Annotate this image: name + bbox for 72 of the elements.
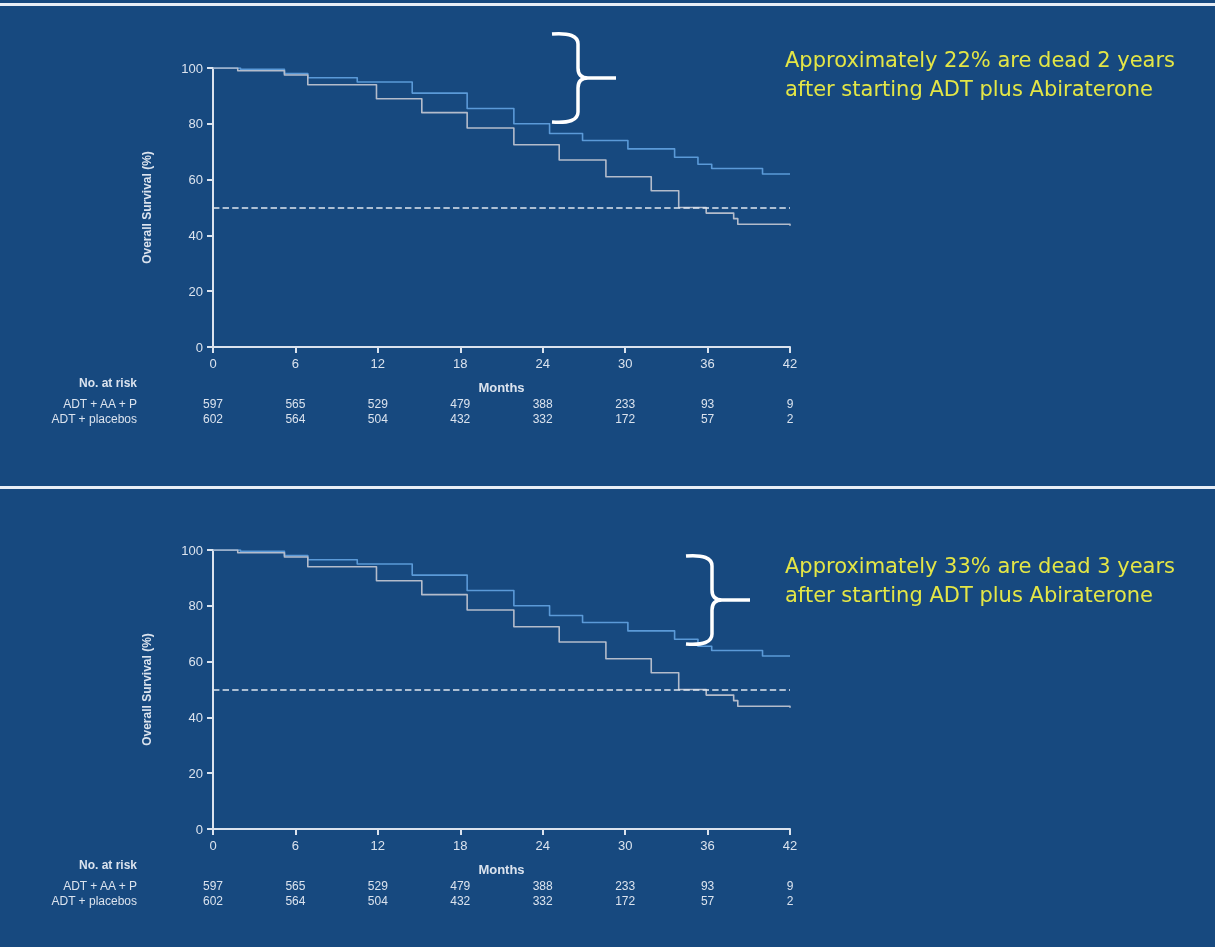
text: 2 [786, 412, 794, 426]
text: 2 [786, 894, 794, 908]
x-tick-label: 6 [291, 838, 300, 853]
text: 388 [532, 879, 553, 893]
text: 388 [532, 397, 553, 411]
x-axis-title: Months [478, 862, 525, 877]
text: 332 [532, 894, 553, 908]
x-tick-label: 30 [617, 838, 633, 853]
x-tick-label: 0 [209, 356, 217, 371]
y-axis-title: Overall Survival (%) [140, 151, 154, 264]
x-tick-label: 12 [370, 356, 386, 371]
y-tick-label: 20 [188, 283, 203, 299]
text: 602 [202, 894, 224, 908]
text: ADT + placebos [51, 894, 137, 908]
x-tick-label: 42 [782, 356, 798, 371]
x-tick-label: 0 [209, 838, 217, 853]
text: No. at risk [78, 858, 137, 872]
text: 233 [615, 397, 636, 411]
y-tick-label: 60 [188, 654, 203, 670]
text: 602 [202, 412, 224, 426]
text: 597 [202, 397, 224, 411]
text: 9 [786, 397, 794, 411]
text: 332 [532, 412, 553, 426]
y-tick-label: 60 [188, 172, 203, 188]
annotation: Approximately 33% are dead 3 years after starting ADT plus Abiraterone [785, 553, 1177, 609]
text: 529 [367, 397, 388, 411]
x-tick-label: 36 [700, 356, 715, 371]
text: 93 [700, 879, 715, 893]
x-tick-label: 42 [782, 838, 798, 853]
text: 597 [202, 879, 224, 893]
x-tick-label: 18 [453, 838, 468, 853]
x-tick-label: 12 [370, 838, 386, 853]
y-tick-label: 0 [195, 339, 203, 355]
text: 57 [700, 894, 715, 908]
text: 504 [367, 894, 388, 908]
text: ADT + placebos [51, 412, 137, 426]
text: 432 [450, 412, 471, 426]
text: 565 [285, 397, 306, 411]
text: 172 [615, 412, 636, 426]
x-tick-label: 24 [535, 356, 550, 371]
text: 9 [786, 879, 794, 893]
text: 564 [285, 894, 306, 908]
x-tick-label: 30 [617, 356, 633, 371]
y-tick-label: 0 [195, 821, 203, 837]
text: 93 [700, 397, 715, 411]
text: 529 [367, 879, 388, 893]
text: 564 [285, 412, 306, 426]
text: 479 [450, 879, 471, 893]
text: 565 [285, 879, 306, 893]
annotation: Approximately 22% are dead 2 years after starting ADT plus Abiraterone [785, 47, 1177, 103]
y-tick-label: 100 [181, 542, 203, 558]
y-tick-label: 20 [188, 765, 203, 781]
y-tick-label: 80 [188, 598, 203, 614]
text: 432 [450, 894, 471, 908]
x-tick-label: 18 [453, 356, 468, 371]
text: 233 [615, 879, 636, 893]
text: No. at risk [78, 376, 137, 390]
text: ADT + AA + P [63, 397, 137, 411]
text: ADT + AA + P [63, 879, 137, 893]
x-tick-label: 36 [700, 838, 715, 853]
text: 479 [450, 397, 471, 411]
text: 504 [367, 412, 388, 426]
y-tick-label: 40 [188, 227, 203, 243]
y-axis-title: Overall Survival (%) [140, 633, 154, 746]
y-tick-label: 40 [188, 709, 203, 725]
y-tick-label: 80 [188, 116, 203, 132]
x-tick-label: 24 [535, 838, 550, 853]
y-tick-label: 100 [181, 60, 203, 76]
text: 57 [700, 412, 715, 426]
text: 172 [615, 894, 636, 908]
x-axis-title: Months [478, 380, 525, 395]
x-tick-label: 6 [291, 356, 300, 371]
